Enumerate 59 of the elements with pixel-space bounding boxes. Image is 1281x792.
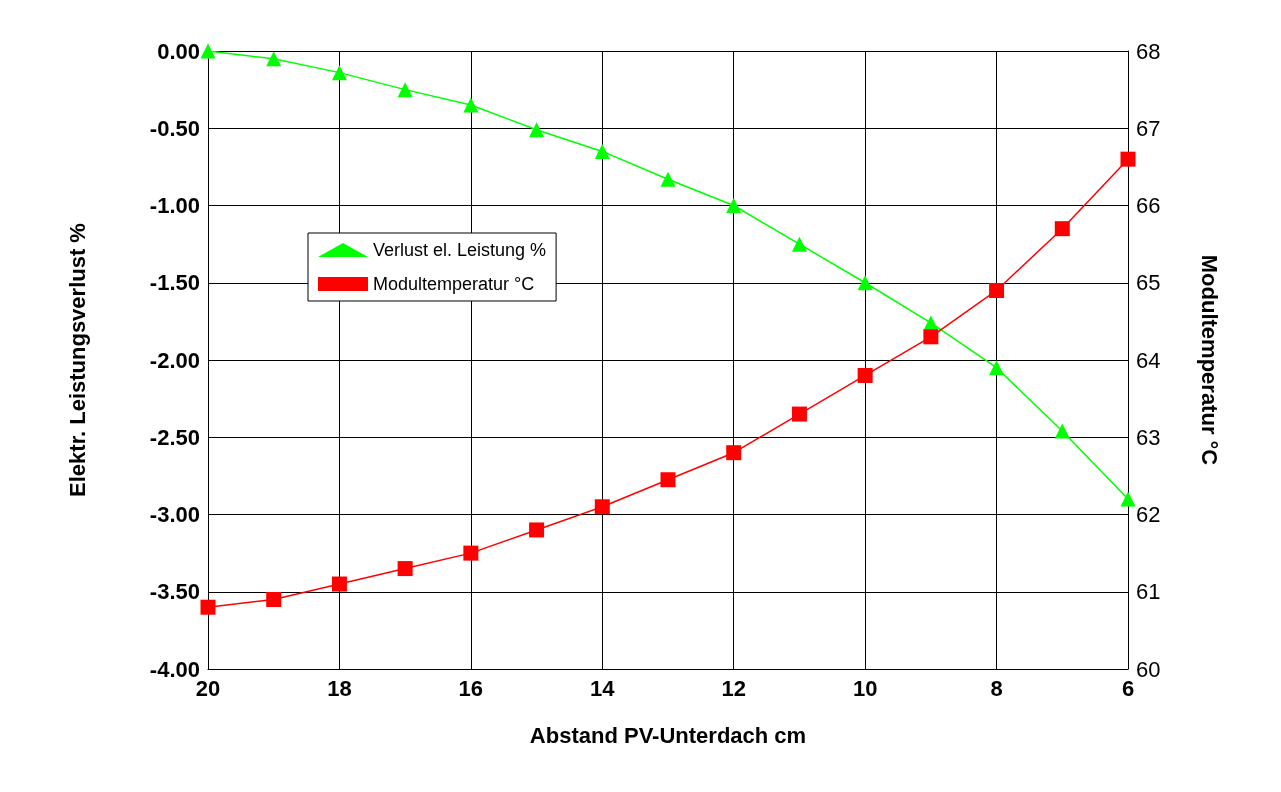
point [463, 545, 479, 561]
point [331, 576, 347, 592]
y-tick-label: -2.50 [149, 424, 200, 450]
point [791, 236, 807, 252]
y2-tick-label: 64 [1136, 347, 1161, 373]
point [266, 51, 282, 67]
point [529, 122, 545, 138]
x-tick-label: 8 [990, 675, 1003, 701]
point [726, 445, 742, 461]
y2-tick-label: 63 [1136, 424, 1161, 450]
y2-tick-label: 61 [1136, 579, 1161, 605]
y-tick-label: -4.00 [149, 656, 200, 682]
x-tick-label: 18 [327, 675, 352, 701]
x-tick-label: 16 [458, 675, 484, 701]
legend-label: Verlust el. Leistung % [373, 240, 547, 260]
point [266, 591, 282, 607]
point [463, 97, 479, 113]
point [529, 522, 545, 538]
point [200, 43, 216, 59]
point [857, 275, 873, 291]
point [660, 171, 676, 187]
point [200, 599, 216, 615]
y-tick-label: -3.50 [149, 579, 200, 605]
y2-tick-label: 66 [1136, 193, 1161, 218]
y-tick-label: -3.00 [149, 502, 200, 527]
point [660, 472, 676, 488]
y2-tick-label: 68 [1136, 38, 1161, 64]
y-tick-label: 0.00 [157, 38, 200, 64]
point [331, 65, 347, 81]
y-tick-label: -1.00 [149, 193, 200, 218]
point [791, 406, 807, 422]
y2-axis-title: Modultemperatur °C [1196, 254, 1222, 466]
point [989, 360, 1005, 376]
point [397, 82, 413, 98]
point [989, 282, 1005, 298]
y2-tick-label: 65 [1136, 270, 1161, 296]
y-tick-label: -1.50 [149, 270, 200, 296]
legend-label: Modultemperatur °C [373, 274, 535, 294]
point [923, 329, 939, 345]
y-axis-title: Elektr. Leistungsverlust % [64, 223, 90, 497]
point [1054, 221, 1070, 237]
y-tick-label: -2.00 [149, 347, 200, 373]
x-tick-label: 12 [721, 675, 746, 701]
y2-tick-label: 60 [1136, 656, 1161, 682]
point [857, 367, 873, 383]
point [1120, 491, 1136, 507]
point [594, 143, 610, 159]
point [1120, 151, 1136, 167]
x-axis-title: Abstand PV-Unterdach cm [529, 722, 807, 748]
point [594, 499, 610, 515]
point [726, 198, 742, 213]
point [1054, 423, 1070, 439]
x-tick-label: 10 [852, 675, 878, 701]
y-tick-label: -0.50 [149, 115, 200, 141]
x-tick-label: 6 [1121, 675, 1135, 701]
y2-tick-label: 67 [1136, 115, 1161, 141]
y2-tick-label: 62 [1136, 502, 1161, 527]
point [397, 561, 413, 577]
x-tick-label: 14 [590, 675, 616, 701]
